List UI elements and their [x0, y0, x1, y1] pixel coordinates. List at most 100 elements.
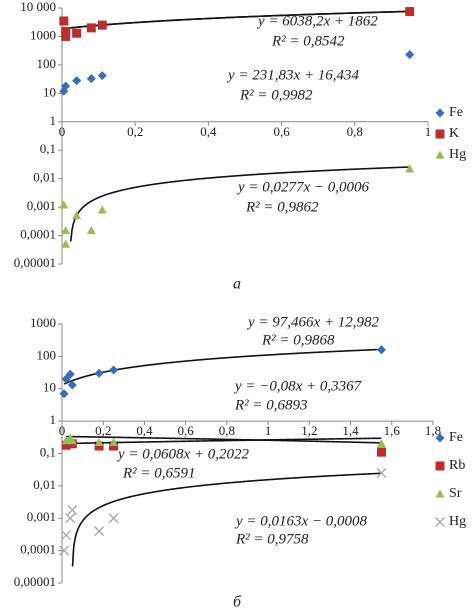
x-tick-label: 0 — [59, 423, 66, 438]
legend-label: Hg — [449, 514, 466, 529]
data-point — [67, 505, 78, 515]
legend-label: K — [449, 126, 459, 141]
y-tick-label: 10 000 — [20, 0, 56, 14]
data-point — [86, 74, 96, 84]
y-tick-label: 10 — [43, 84, 56, 99]
data-point — [61, 81, 71, 91]
data-point — [94, 437, 104, 447]
trend-r2: R² = 0,9982 — [239, 87, 313, 103]
y-tick-label: 10 — [43, 380, 56, 395]
x-tick-label: 1,6 — [384, 423, 401, 438]
x-tick-label: 1 — [265, 423, 272, 438]
trendline — [69, 166, 410, 242]
legend-marker — [435, 433, 445, 443]
y-tick-label: 1000 — [30, 315, 56, 330]
data-point — [109, 441, 119, 451]
data-point — [94, 526, 105, 537]
data-point — [376, 439, 386, 448]
x-tick-label: 0,2 — [95, 423, 111, 438]
y-tick-label: 0,1 — [40, 141, 56, 156]
y-tick-label: 0,00001 — [14, 574, 56, 589]
trend-equation: y = −0,08x + 0,3367 — [233, 378, 363, 394]
y-tick-label: 0,001 — [27, 198, 56, 213]
data-point — [72, 211, 82, 220]
data-point — [61, 226, 71, 235]
x-tick-label: 0,6 — [178, 423, 195, 438]
trend-r2: R² = 0,6893 — [234, 397, 308, 413]
data-point — [405, 7, 415, 17]
y-tick-label: 100 — [37, 347, 57, 362]
trendline — [71, 472, 382, 567]
data-point — [67, 380, 77, 390]
y-tick-label: 0,01 — [33, 477, 56, 492]
x-tick-label: 1,4 — [342, 423, 359, 438]
trendline — [66, 437, 382, 445]
legend-marker — [435, 108, 445, 118]
y-tick-label: 100 — [37, 56, 57, 71]
data-point — [376, 468, 387, 478]
data-point — [405, 164, 415, 173]
legend-label: Hg — [449, 147, 466, 162]
data-point — [61, 436, 71, 445]
trend-equation: y = 6038,2x + 1862 — [256, 13, 378, 29]
y-tick-label: 0,1 — [40, 444, 56, 459]
y-tick-label: 0,0001 — [20, 227, 56, 242]
x-tick-label: 0,4 — [200, 124, 217, 139]
trend-equation: y = 0,0163x − 0,0008 — [234, 513, 368, 529]
data-point — [376, 447, 386, 457]
legend-marker — [435, 150, 445, 159]
data-point — [108, 513, 119, 524]
data-point — [97, 20, 107, 30]
legend-marker — [435, 129, 445, 139]
data-point — [61, 239, 71, 248]
data-point — [59, 16, 69, 26]
legend-label: Sr — [449, 486, 462, 501]
legend-label: Fe — [449, 105, 463, 120]
y-tick-label: 1 — [50, 113, 57, 128]
data-point — [94, 368, 104, 378]
data-point — [86, 23, 96, 33]
data-point — [97, 205, 107, 214]
data-point — [94, 441, 104, 451]
trendline — [63, 10, 410, 30]
trend-r2: R² = 0,9758 — [235, 531, 309, 547]
data-point — [61, 440, 71, 450]
x-tick-label: 0,8 — [347, 124, 363, 139]
data-point — [65, 369, 75, 379]
trend-equation: y = 231,83x + 16,434 — [226, 67, 360, 83]
legend-label: Fe — [449, 430, 463, 445]
x-tick-label: 1,2 — [301, 423, 317, 438]
y-tick-label: 1000 — [30, 27, 56, 42]
trend-r2: R² = 0,9868 — [261, 332, 335, 348]
x-tick-label: 1 — [425, 124, 432, 139]
data-point — [376, 345, 386, 355]
data-point — [97, 71, 107, 81]
data-point — [59, 389, 69, 399]
chart-caption: б — [233, 594, 242, 611]
y-tick-label: 1 — [50, 412, 57, 427]
legend-marker — [435, 517, 445, 527]
chart-caption: a — [233, 276, 241, 293]
y-tick-label: 0,01 — [33, 170, 56, 185]
trend-r2: R² = 0,6591 — [122, 465, 196, 481]
trend-equation: y = 97,466x + 12,982 — [246, 314, 380, 330]
x-tick-label: 0,6 — [273, 124, 290, 139]
trend-r2: R² = 0,9862 — [245, 199, 319, 215]
x-tick-label: 0,2 — [127, 124, 143, 139]
trend-equation: y = 0,0608x + 0,2022 — [116, 446, 250, 462]
trend-equation: y = 0,0277x − 0,0006 — [236, 179, 370, 195]
data-point — [61, 26, 71, 36]
legend-label: Rb — [449, 458, 465, 473]
data-point — [72, 76, 82, 86]
data-point — [72, 28, 82, 38]
data-point — [109, 365, 119, 375]
data-point — [109, 437, 119, 447]
x-tick-label: 1,8 — [425, 423, 441, 438]
legend-marker — [435, 461, 445, 471]
legend-marker — [435, 489, 445, 498]
data-point — [86, 226, 96, 235]
x-tick-label: 0,4 — [136, 423, 153, 438]
x-tick-label: 0,8 — [219, 423, 235, 438]
trend-r2: R² = 0,8542 — [271, 33, 345, 49]
